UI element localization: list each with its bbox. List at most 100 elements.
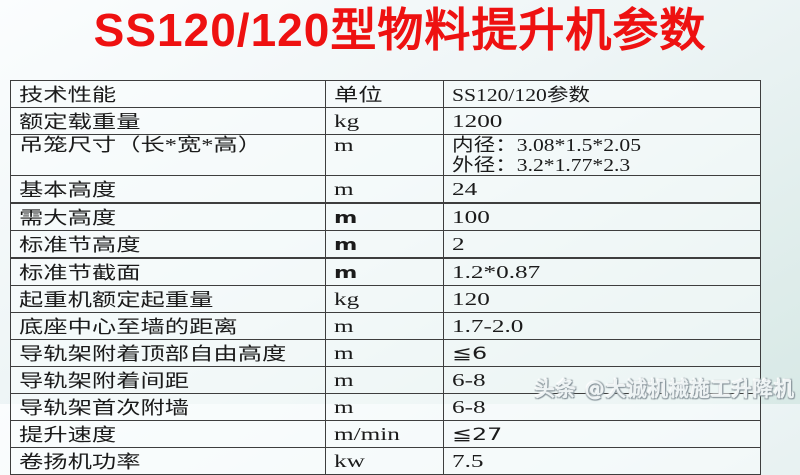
parameters-table: 技术性能 单位 SS120/120参数 额定载重量 kg 1200 吊笼尺寸（长… [10, 80, 761, 475]
spec-name: 需大高度 [19, 208, 117, 228]
unit: kg [334, 288, 360, 309]
spec-name: 卷扬机功率 [19, 452, 141, 472]
table-row-free-height-above-tie: 导轨架附着顶部自由高度 m ≦6 [10, 339, 761, 367]
column-header-value: SS120/120参数 [443, 80, 761, 108]
value-cell: 内径：3.08*1.5*2.05 外径：3.2*1.77*2.3 [443, 134, 761, 176]
unit-cell: kg [325, 285, 444, 313]
spec-name: 额定载重量 [19, 112, 141, 132]
value-cell: 1.7-2.0 [443, 312, 761, 340]
table-row-winch-power: 卷扬机功率 kw 7.5 [10, 447, 761, 475]
unit: m [334, 369, 354, 390]
spec-name-cell: 底座中心至墙的距离 [10, 312, 326, 340]
spec-name: 吊笼尺寸（长*宽*高） [19, 135, 262, 156]
spec-name-cell: 标准节高度 [10, 230, 326, 259]
spec-name: 基本高度 [19, 180, 117, 200]
spec-name: 标准节截面 [19, 263, 141, 283]
value: 24 [452, 178, 478, 199]
unit: m [334, 396, 354, 417]
table-row-base-to-wall-distance: 底座中心至墙的距离 m 1.7-2.0 [10, 312, 761, 340]
table-row-mast-section-height: 标准节高度 m 2 [10, 230, 761, 259]
value: 2 [452, 233, 465, 254]
parameters-table-body: 技术性能 单位 SS120/120参数 额定载重量 kg 1200 吊笼尺寸（长… [10, 80, 761, 475]
spec-name-cell: 额定载重量 [10, 107, 326, 135]
unit: m [334, 262, 358, 282]
value-cell: 1200 [443, 107, 761, 135]
spec-name-cell: 导轨架附着间距 [10, 366, 326, 394]
table-header-row: 技术性能 单位 SS120/120参数 [10, 80, 761, 108]
toutiao-watermark-text: 头条 @大诚机械施工升降机 [535, 377, 795, 401]
spec-name: 标准节高度 [19, 235, 141, 255]
table-row-mast-section-area: 标准节截面 m 1.2*0.87 [10, 257, 761, 286]
value: 100 [452, 206, 490, 227]
table-row-crane-rated-load: 起重机额定起重量 kg 120 [10, 285, 761, 313]
unit-cell: m [325, 175, 444, 204]
table-row-rated-load: 额定载重量 kg 1200 [10, 107, 761, 135]
unit: m [334, 135, 354, 156]
unit: m [334, 234, 358, 254]
value: 6-8 [452, 369, 486, 390]
unit: m [334, 342, 354, 363]
value-cell: ≦6 [443, 339, 761, 367]
column-header-unit-label: 单位 [334, 85, 383, 105]
spec-name: 底座中心至墙的距离 [19, 317, 238, 337]
unit: m [334, 315, 354, 336]
value: 120 [452, 288, 490, 309]
column-header-spec: 技术性能 [10, 80, 326, 108]
table-row-tie-spacing: 导轨架附着间距 m 6-8 [10, 366, 761, 394]
table-row-lifting-speed: 提升速度 m/min ≦27 [10, 420, 761, 448]
spec-name: 提升速度 [19, 425, 117, 445]
page-title-text: SS120/120型物料提升机参数 [93, 4, 707, 56]
value-cell: 120 [443, 285, 761, 313]
unit-cell: m [325, 134, 444, 176]
value-cell: 100 [443, 202, 761, 231]
value: ≦27 [452, 424, 503, 445]
column-header-value-label: SS120/120参数 [452, 85, 591, 105]
value-cell: 24 [443, 175, 761, 204]
value-outer-diameter: 外径：3.2*1.77*2.3 [452, 155, 631, 175]
unit-cell: kg [325, 107, 444, 135]
table-row-cage-size: 吊笼尺寸（长*宽*高） m 内径：3.08*1.5*2.05 外径：3.2*1.… [10, 134, 761, 176]
toutiao-watermark: 头条 @大诚机械施工升降机 [535, 373, 795, 402]
value-cell: ≦27 [443, 420, 761, 448]
unit-cell: m [325, 312, 444, 340]
value-cell: 2 [443, 230, 761, 259]
spec-name: 导轨架首次附墙 [19, 398, 190, 418]
value: 1.7-2.0 [452, 315, 524, 336]
value-cell: 7.5 [443, 447, 761, 475]
table-row-max-height: 需大高度 m 100 [10, 202, 761, 231]
unit-cell: m [325, 257, 444, 286]
spec-name-cell: 基本高度 [10, 175, 326, 204]
page-title: SS120/120型物料提升机参数 [0, 2, 800, 58]
value: 6-8 [452, 396, 486, 417]
column-header-spec-label: 技术性能 [19, 85, 117, 105]
unit-cell: kw [325, 447, 444, 475]
spec-name-cell: 吊笼尺寸（长*宽*高） [10, 134, 326, 176]
unit-cell: m [325, 393, 444, 421]
spec-name: 导轨架附着顶部自由高度 [19, 344, 287, 364]
unit: kw [334, 450, 365, 471]
value: ≦6 [452, 343, 488, 364]
spec-name: 导轨架附着间距 [19, 371, 190, 391]
value: 1200 [452, 110, 503, 131]
spec-name-cell: 提升速度 [10, 420, 326, 448]
unit: m/min [334, 423, 400, 444]
unit-cell: m [325, 339, 444, 367]
value-cell: 1.2*0.87 [443, 257, 761, 286]
unit-cell: m [325, 202, 444, 231]
unit-cell: m [325, 230, 444, 259]
unit-cell: m [325, 366, 444, 394]
value: 1.2*0.87 [452, 261, 541, 282]
spec-name-cell: 卷扬机功率 [10, 447, 326, 475]
unit-cell: m/min [325, 420, 444, 448]
value-inner-diameter: 内径：3.08*1.5*2.05 [452, 135, 641, 156]
column-header-unit: 单位 [325, 80, 444, 108]
spec-name-cell: 需大高度 [10, 202, 326, 231]
spec-name: 起重机额定起重量 [19, 290, 214, 310]
value-line-inner: 内径：3.08*1.5*2.05 [452, 135, 760, 156]
table-row-basic-height: 基本高度 m 24 [10, 175, 761, 204]
spec-name-cell: 导轨架首次附墙 [10, 393, 326, 421]
unit: m [334, 207, 358, 227]
unit: m [334, 178, 354, 199]
spec-name-cell: 起重机额定起重量 [10, 285, 326, 313]
spec-name-cell: 标准节截面 [10, 257, 326, 286]
